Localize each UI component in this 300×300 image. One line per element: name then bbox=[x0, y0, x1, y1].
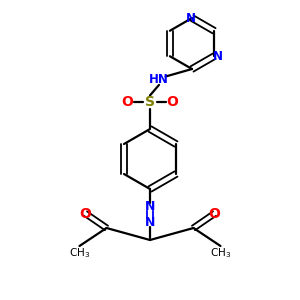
Text: N: N bbox=[213, 50, 223, 63]
Text: O: O bbox=[122, 95, 134, 109]
Text: N: N bbox=[145, 216, 155, 229]
Text: O: O bbox=[167, 95, 178, 109]
Text: S: S bbox=[145, 95, 155, 109]
Text: CH$_3$: CH$_3$ bbox=[210, 247, 231, 260]
Text: N: N bbox=[185, 11, 196, 25]
Text: HN: HN bbox=[149, 73, 169, 86]
Text: O: O bbox=[208, 207, 220, 220]
Text: O: O bbox=[80, 207, 92, 220]
Text: CH$_3$: CH$_3$ bbox=[69, 247, 90, 260]
Text: N: N bbox=[145, 200, 155, 214]
